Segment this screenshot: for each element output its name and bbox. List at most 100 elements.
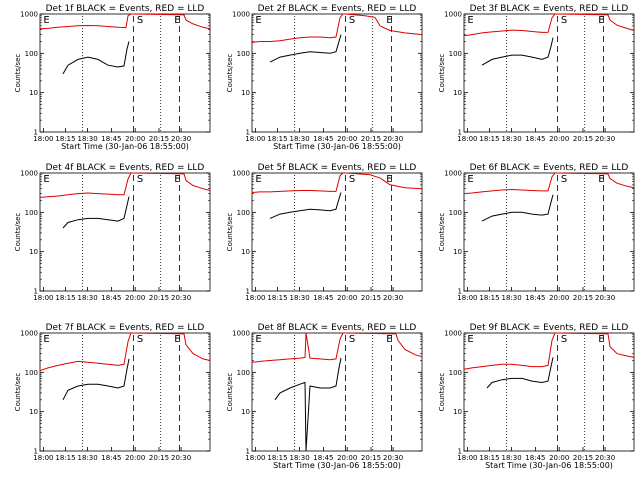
x-tick-label: 20:15 — [573, 294, 593, 302]
plot-title: Det 4f BLACK = Events, RED = LLD — [46, 163, 205, 173]
plot-title: Det 1f BLACK = Events, RED = LLD — [46, 4, 205, 14]
flag-label: E — [255, 334, 261, 345]
y-axis-label: Counts/sec — [14, 373, 22, 412]
x-tick-label: 18:45 — [525, 294, 545, 302]
plot-title: Det 6f BLACK = Events, RED = LLD — [470, 163, 629, 173]
x-tick-label: 20:00 — [337, 135, 357, 143]
y-tick-label: 1 — [246, 288, 250, 296]
flag-label: S — [561, 174, 567, 185]
series-line — [251, 332, 423, 363]
plot-panel-6: Det 6f BLACK = Events, RED = LLD 1 10 100 10… — [438, 163, 635, 302]
x-tick-label: 18:00 — [245, 135, 265, 143]
x-tick-label: 18:15 — [55, 454, 75, 462]
plot-frame — [463, 172, 635, 292]
x-tick-label: 18:15 — [267, 454, 287, 462]
x-tick-label: 20:00 — [549, 454, 569, 462]
x-tick-label: 18:45 — [525, 454, 545, 462]
x-tick-label: 18:30 — [502, 454, 522, 462]
y-tick-label: 100 — [25, 209, 38, 217]
x-tick-label: 20:30 — [171, 294, 191, 302]
y-axis-label: Counts/sec — [438, 54, 446, 93]
x-tick-label: 18:30 — [78, 454, 98, 462]
x-tick-label: 18:45 — [101, 294, 121, 302]
x-axis-label: Start Time (30-Jan-06 18:55:00) — [273, 461, 401, 470]
series-line — [251, 13, 423, 43]
series-line — [274, 358, 342, 452]
y-tick-label: 1000 — [20, 170, 38, 178]
plot-panel-3: Det 3f BLACK = Events, RED = LLD 1 10 100 10… — [438, 4, 635, 143]
x-tick-label: 20:30 — [595, 294, 615, 302]
flag-label: E — [174, 174, 180, 185]
y-axis-label: Counts/sec — [226, 213, 234, 252]
plot-frame — [251, 172, 423, 292]
series-line — [39, 332, 211, 372]
series-line — [62, 196, 130, 229]
x-tick-label: 20:00 — [549, 135, 569, 143]
flag-label: S — [561, 334, 567, 345]
x-tick-label: 20:15 — [361, 294, 381, 302]
y-tick-label: 100 — [237, 50, 250, 58]
series-line — [62, 41, 130, 75]
flag-label: E — [467, 334, 473, 345]
y-tick-label: 1000 — [232, 170, 250, 178]
plot-panel-4: Det 4f BLACK = Events, RED = LLD 1 10 100 10… — [14, 163, 211, 302]
x-tick-label: 18:15 — [479, 135, 499, 143]
flag-label: E — [43, 15, 49, 26]
x-tick-label: 20:00 — [125, 294, 145, 302]
x-tick-label: 20:15 — [149, 135, 169, 143]
x-tick-label: 20:30 — [595, 454, 615, 462]
y-axis-label: Counts/sec — [226, 54, 234, 93]
series-line — [481, 194, 554, 222]
y-tick-label: 1000 — [444, 170, 462, 178]
y-tick-label: 10 — [241, 248, 250, 256]
plot-frame — [251, 13, 423, 133]
y-tick-label: 100 — [449, 209, 462, 217]
y-tick-label: 100 — [237, 209, 250, 217]
y-tick-label: 1000 — [444, 11, 462, 19]
y-tick-label: 10 — [453, 248, 462, 256]
flag-label: E — [255, 174, 261, 185]
plot-title: Det 3f BLACK = Events, RED = LLD — [470, 4, 629, 14]
y-tick-label: 1000 — [444, 330, 462, 338]
flag-label: E — [174, 15, 180, 26]
flag-label: E — [598, 15, 604, 26]
flag-label: S — [349, 15, 355, 26]
plot-panel-5: Det 5f BLACK = Events, RED = LLD 1 10 100 10… — [226, 163, 423, 302]
series-line — [62, 358, 130, 401]
plot-panel-8: Det 8f BLACK = Events, RED = LLD 1 10 100 10… — [226, 323, 423, 470]
x-tick-label: 20:30 — [171, 135, 191, 143]
plot-panel-9: Det 9f BLACK = Events, RED = LLD 1 10 100 10… — [438, 323, 635, 470]
flag-label: E — [598, 334, 604, 345]
x-tick-label: 20:00 — [337, 454, 357, 462]
x-tick-label: 18:00 — [457, 294, 477, 302]
y-tick-label: 10 — [453, 89, 462, 97]
series-line — [39, 13, 211, 30]
x-tick-label: 18:45 — [313, 294, 333, 302]
plot-panel-7: Det 7f BLACK = Events, RED = LLD 1 10 100 10… — [14, 323, 211, 462]
x-tick-label: 18:30 — [78, 135, 98, 143]
series-line — [39, 172, 211, 198]
x-tick-label: 20:15 — [361, 135, 381, 143]
x-tick-label: 18:00 — [457, 454, 477, 462]
x-axis-label: Start Time (30-Jan-06 18:55:00) — [485, 461, 613, 470]
flag-label: E — [386, 174, 392, 185]
x-tick-label: 18:45 — [313, 135, 333, 143]
series-line — [463, 172, 635, 195]
x-tick-label: 18:30 — [502, 294, 522, 302]
y-tick-label: 100 — [25, 50, 38, 58]
y-tick-label: 1 — [458, 288, 462, 296]
flag-label: E — [386, 334, 392, 345]
x-tick-label: 18:00 — [457, 135, 477, 143]
y-tick-label: 1 — [458, 129, 462, 137]
plot-title: Det 8f BLACK = Events, RED = LLD — [258, 323, 417, 333]
y-axis-label: Counts/sec — [438, 373, 446, 412]
x-axis-label: Start Time (30-Jan-06 18:55:00) — [61, 142, 189, 151]
plot-title: Det 9f BLACK = Events, RED = LLD — [470, 323, 629, 333]
series-line — [463, 13, 635, 37]
y-tick-label: 100 — [449, 50, 462, 58]
plot-title: Det 2f BLACK = Events, RED = LLD — [258, 4, 417, 14]
x-tick-label: 20:15 — [149, 294, 169, 302]
x-tick-label: 20:00 — [549, 294, 569, 302]
y-axis-label: Counts/sec — [14, 213, 22, 252]
series-line — [486, 357, 554, 389]
